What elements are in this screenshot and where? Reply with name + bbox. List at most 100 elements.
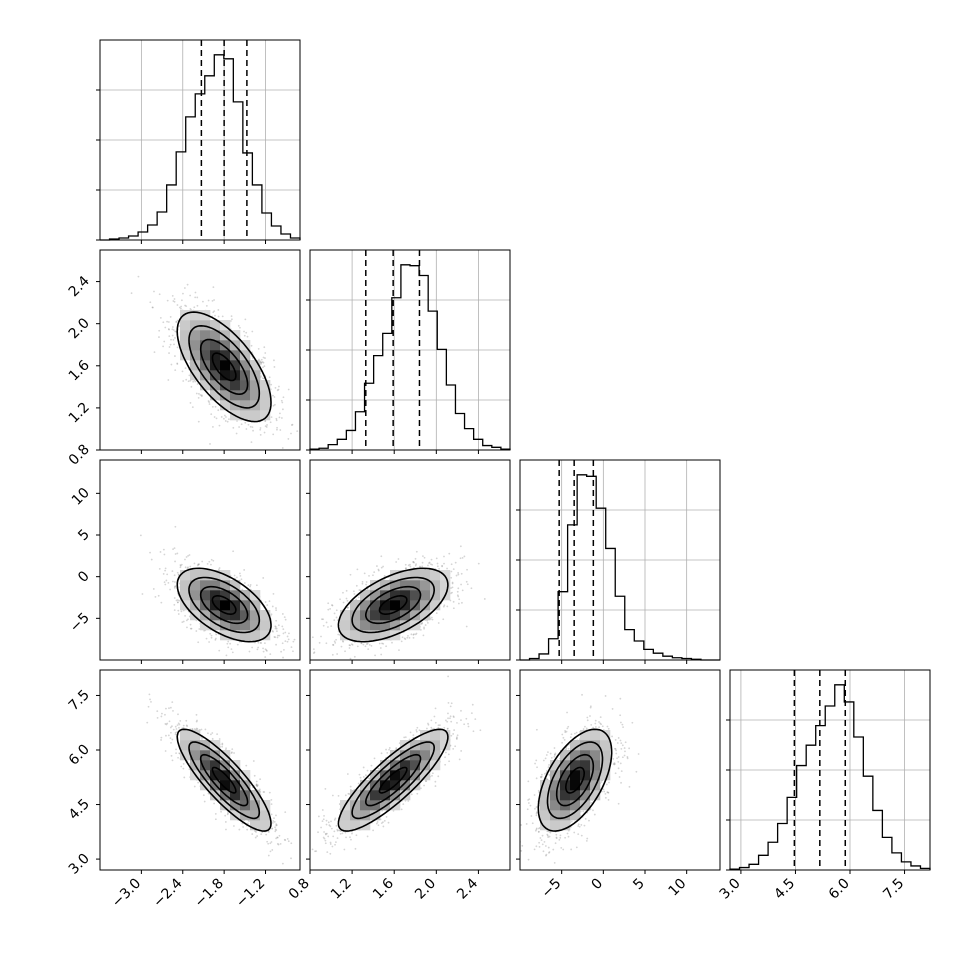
- scatter-point: [170, 338, 172, 341]
- scatter-point: [391, 641, 393, 644]
- scatter-point: [243, 569, 246, 571]
- density-cell: [440, 580, 451, 591]
- density-cell: [210, 580, 221, 591]
- scatter-point: [322, 624, 325, 627]
- scatter-point: [335, 609, 338, 612]
- density-cell: [240, 350, 251, 361]
- scatter-point: [409, 563, 411, 566]
- scatter-point: [166, 320, 169, 323]
- scatter-point: [171, 294, 174, 297]
- density-cell: [210, 570, 221, 581]
- scatter-point: [348, 647, 351, 649]
- scatter-point: [377, 569, 380, 572]
- scatter-point: [421, 621, 423, 624]
- scatter-point: [266, 424, 268, 426]
- scatter-point: [251, 426, 254, 428]
- scatter-point: [382, 565, 384, 568]
- scatter-point: [176, 724, 179, 727]
- scatter-point: [456, 594, 459, 597]
- scatter-point: [243, 334, 246, 337]
- density-cell: [200, 370, 211, 381]
- scatter-point: [233, 825, 235, 827]
- scatter-point: [196, 728, 199, 731]
- scatter-point: [273, 366, 276, 368]
- density-cell: [180, 340, 191, 351]
- scatter-point: [276, 428, 278, 431]
- scatter-point: [349, 573, 352, 576]
- scatter-point: [335, 638, 338, 641]
- contour-line: [188, 576, 261, 634]
- density-cell: [190, 340, 201, 351]
- scatter-point: [153, 351, 156, 354]
- density-cell: [240, 620, 251, 631]
- scatter-point: [139, 534, 142, 537]
- scatter-point: [243, 330, 245, 333]
- scatter-point: [276, 842, 279, 845]
- pair-content: [130, 275, 299, 449]
- scatter-point: [275, 609, 278, 612]
- scatter-point: [423, 556, 426, 559]
- scatter-point: [184, 558, 186, 561]
- density-cell: [430, 580, 441, 591]
- scatter-point: [380, 566, 383, 569]
- scatter-point: [376, 565, 378, 567]
- scatter-point: [182, 380, 185, 382]
- density-cell: [220, 360, 231, 371]
- scatter-point: [177, 756, 179, 759]
- scatter-point: [179, 719, 182, 722]
- scatter-point: [273, 820, 276, 823]
- scatter-point: [191, 406, 194, 409]
- scatter-point: [162, 573, 165, 575]
- scatter-point: [353, 593, 356, 595]
- scatter-point: [186, 725, 189, 728]
- scatter-point: [263, 365, 266, 368]
- scatter-point: [228, 418, 230, 421]
- scatter-point: [196, 383, 199, 385]
- density-cell: [400, 620, 411, 631]
- scatter-point: [329, 607, 332, 610]
- scatter-point: [412, 561, 415, 563]
- scatter-point: [156, 716, 159, 719]
- pair-panel-2-1: [309, 459, 511, 661]
- scatter-point: [137, 275, 140, 278]
- scatter-point: [424, 624, 427, 626]
- density-cell: [230, 620, 241, 631]
- density-cell: [420, 610, 431, 621]
- scatter-point: [448, 552, 451, 555]
- scatter-point: [431, 563, 434, 566]
- scatter-point: [180, 610, 183, 613]
- scatter-point: [168, 328, 170, 331]
- scatter-point: [263, 431, 266, 434]
- scatter-point: [350, 643, 353, 646]
- density-cell: [350, 620, 361, 631]
- scatter-point: [452, 600, 455, 603]
- scatter-point: [212, 311, 215, 314]
- density-cell: [260, 400, 271, 411]
- density-cell: [400, 580, 411, 591]
- scatter-point: [458, 598, 461, 601]
- scatter-point: [429, 563, 432, 566]
- scatter-point: [220, 810, 222, 813]
- scatter-point: [152, 588, 155, 590]
- scatter-point: [260, 361, 263, 364]
- scatter-point: [189, 627, 192, 630]
- scatter-point: [280, 417, 283, 419]
- scatter-point: [189, 294, 192, 297]
- density-cell: [380, 630, 391, 641]
- pair-panel-2-0: [99, 459, 301, 661]
- scatter-point: [346, 606, 349, 609]
- density-cell: [180, 320, 191, 331]
- density-cell: [220, 350, 231, 361]
- density-cell: [200, 330, 211, 341]
- density-cell: [340, 610, 351, 621]
- scatter-point: [430, 616, 433, 619]
- scatter-point: [174, 355, 176, 357]
- density-cell: [190, 310, 201, 321]
- scatter-point: [168, 352, 170, 354]
- scatter-point: [251, 646, 254, 649]
- density-cell: [430, 590, 441, 601]
- scatter-point: [442, 605, 445, 608]
- scatter-point: [169, 726, 172, 729]
- scatter-point: [175, 321, 178, 324]
- scatter-point: [182, 620, 185, 623]
